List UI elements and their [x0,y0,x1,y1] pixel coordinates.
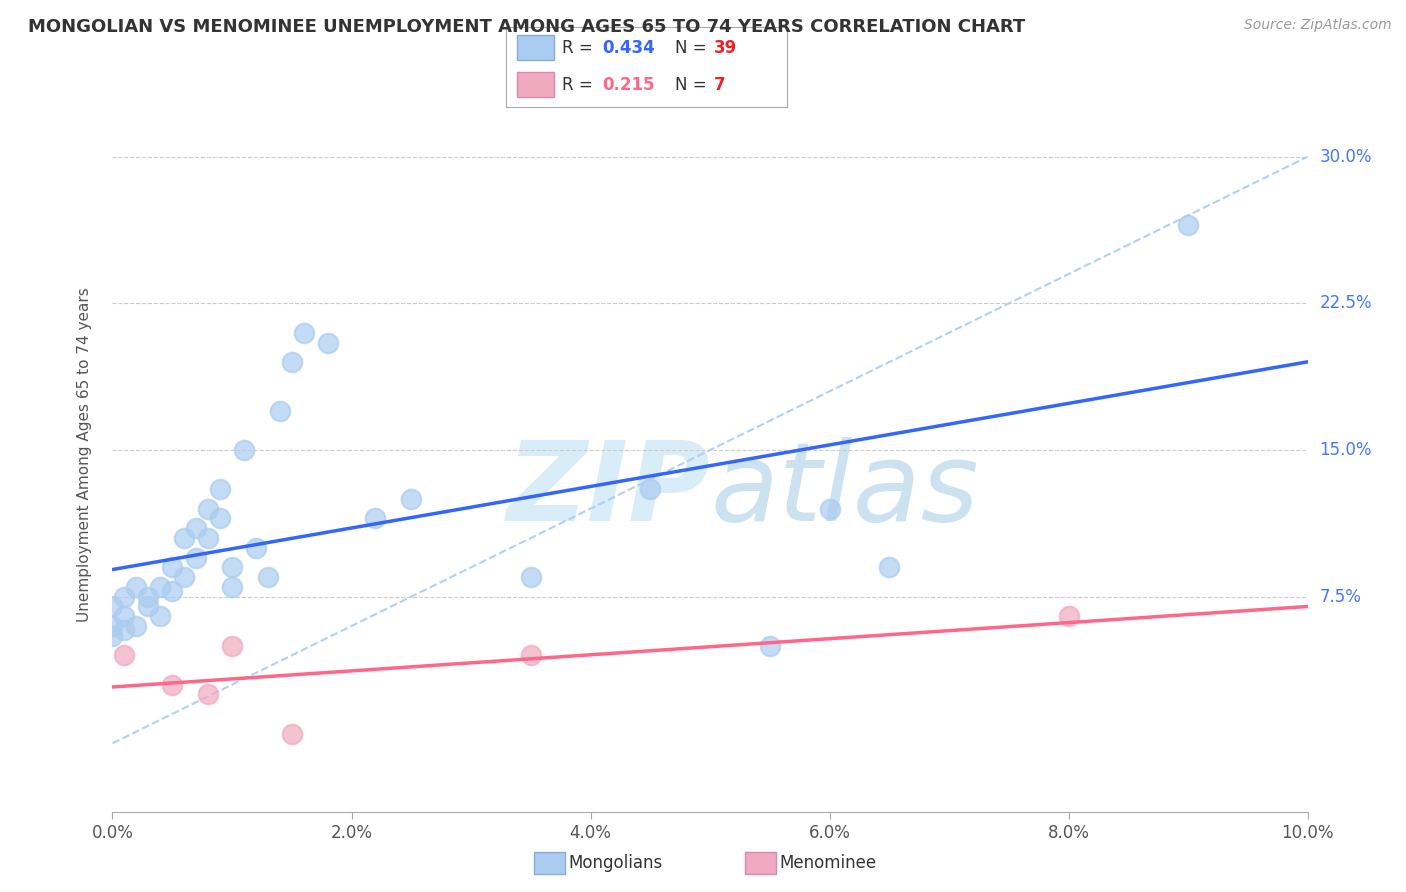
Point [114,590,135,604]
Point [138,599,160,614]
Text: R =: R = [562,38,599,56]
Point [245,541,267,555]
Point [316,335,339,350]
Text: Menominee: Menominee [779,854,876,871]
Text: R =: R = [562,76,599,94]
Point [114,609,135,624]
Point [114,623,135,637]
Point [281,726,304,740]
Point [138,590,160,604]
Point [281,355,304,369]
Point [292,326,315,340]
Point [125,619,148,633]
Point [208,511,231,525]
Point [257,570,280,584]
Text: 0.434: 0.434 [602,38,655,56]
Point [197,501,219,516]
Point [233,443,256,458]
Point [818,501,841,516]
Point [759,639,782,653]
Text: 7: 7 [714,76,725,94]
Point [1177,218,1199,232]
FancyBboxPatch shape [517,71,554,97]
Point [114,648,135,663]
Point [520,570,543,584]
Point [197,531,219,545]
Point [221,639,243,653]
Point [101,629,124,643]
Text: N =: N = [675,38,711,56]
Point [221,580,243,594]
Point [149,609,172,624]
Text: ZIP: ZIP [506,437,710,544]
Text: 7.5%: 7.5% [1319,588,1361,606]
Point [101,599,124,614]
Text: atlas: atlas [710,437,979,544]
Point [162,560,183,574]
Point [638,482,662,496]
Point [162,678,183,692]
Point [162,583,183,598]
Text: 15.0%: 15.0% [1319,441,1372,459]
Text: 30.0%: 30.0% [1319,148,1372,166]
Point [173,531,195,545]
Point [173,570,195,584]
Point [186,521,208,535]
Y-axis label: Unemployment Among Ages 65 to 74 years: Unemployment Among Ages 65 to 74 years [77,287,91,623]
Point [125,580,148,594]
Point [101,619,124,633]
Point [149,580,172,594]
Text: 39: 39 [714,38,738,56]
Text: Source: ZipAtlas.com: Source: ZipAtlas.com [1244,18,1392,32]
Point [186,550,208,565]
Point [197,687,219,701]
Text: 0.215: 0.215 [602,76,654,94]
Point [1057,609,1080,624]
Point [520,648,543,663]
Text: 22.5%: 22.5% [1319,294,1372,312]
Point [877,560,900,574]
Point [269,404,291,418]
Text: MONGOLIAN VS MENOMINEE UNEMPLOYMENT AMONG AGES 65 TO 74 YEARS CORRELATION CHART: MONGOLIAN VS MENOMINEE UNEMPLOYMENT AMON… [28,18,1025,36]
Point [208,482,231,496]
Point [401,491,423,506]
Text: N =: N = [675,76,711,94]
Point [221,560,243,574]
FancyBboxPatch shape [517,35,554,61]
Text: Mongolians: Mongolians [568,854,662,871]
Point [364,511,387,525]
